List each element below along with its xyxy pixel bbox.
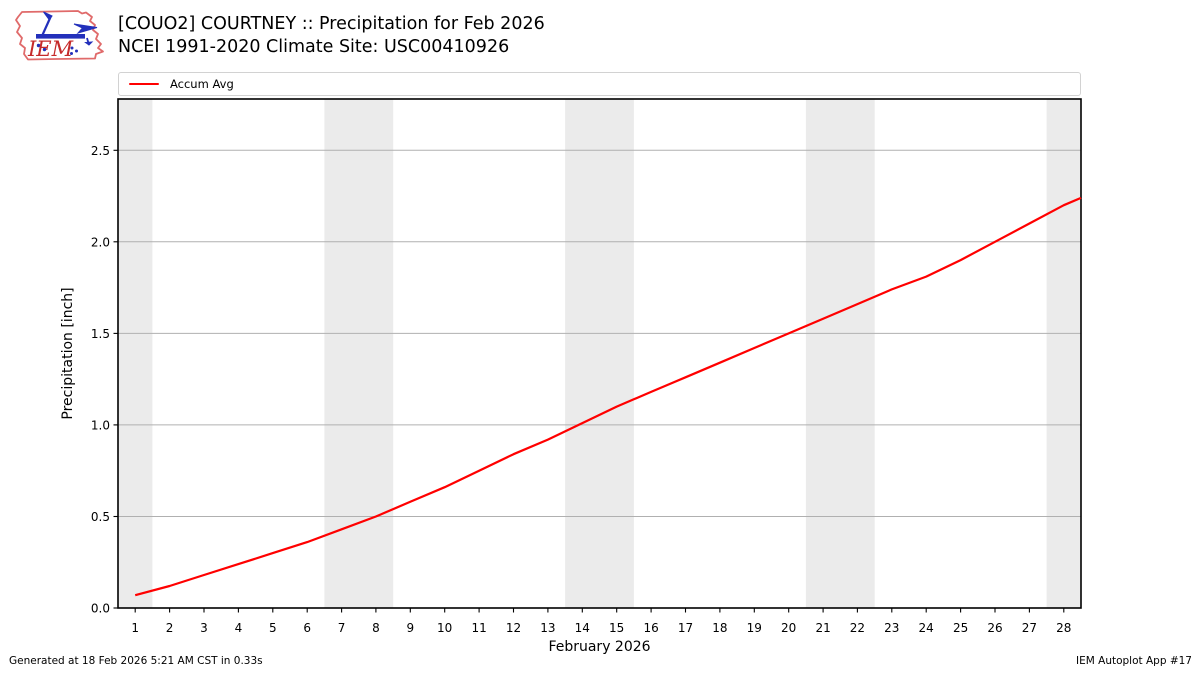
x-tick-label: 6: [303, 621, 311, 635]
x-tick-label: 26: [987, 621, 1002, 635]
y-axis-label: Precipitation [inch]: [60, 287, 76, 419]
legend: Accum Avg: [118, 72, 1081, 96]
x-tick-label: 1: [131, 621, 139, 635]
y-tick-label: 2.5: [91, 144, 110, 158]
y-tick-label: 2.0: [91, 235, 110, 249]
weekend-bands: [118, 99, 1081, 608]
x-tick-label: 21: [815, 621, 830, 635]
series-accum-avg: [134, 196, 1082, 597]
x-axis-label: February 2026: [548, 639, 650, 655]
x-tick-label: 20: [781, 621, 796, 635]
logo-text: IEM: [27, 37, 74, 61]
x-tick-label: 7: [338, 621, 346, 635]
axis-ticks: 0.00.51.01.52.02.51 2 3 4 5 6 7 8 9 10 11 12 13 14 15 1…: [91, 144, 1072, 635]
x-tick-label: 22: [850, 621, 865, 635]
x-tick-label: 10: [437, 621, 452, 635]
x-tick-label: 5: [269, 621, 277, 635]
page-title-line1: [COUO2] COURTNEY :: Precipitation for Fe…: [118, 14, 545, 34]
x-tick-label: 15: [609, 621, 624, 635]
y-tick-label: 0.0: [91, 602, 110, 616]
x-tick-label: 23: [884, 621, 899, 635]
x-tick-label: 11: [471, 621, 486, 635]
x-tick-label: 14: [575, 621, 590, 635]
y-tick-label: 1.5: [91, 327, 110, 341]
x-tick-label: 2: [166, 621, 174, 635]
x-tick-label: 3: [200, 621, 208, 635]
iem-logo: IEM: [15, 10, 104, 61]
x-tick-label: 28: [1056, 621, 1071, 635]
y-tick-label: 1.0: [91, 418, 110, 432]
x-tick-label: 24: [919, 621, 934, 635]
anemometer-icon: [36, 11, 98, 55]
y-tick-label: 0.5: [91, 510, 110, 524]
x-tick-label: 13: [540, 621, 555, 635]
x-tick-label: 19: [747, 621, 762, 635]
x-tick-label: 25: [953, 621, 968, 635]
x-tick-label: 16: [643, 621, 658, 635]
x-tick-label: 9: [406, 621, 414, 635]
x-tick-label: 27: [1022, 621, 1037, 635]
page-title: [COUO2] COURTNEY :: Precipitation for Fe…: [118, 13, 545, 59]
legend-label: Accum Avg: [170, 77, 234, 91]
x-tick-label: 12: [506, 621, 521, 635]
x-tick-label: 18: [712, 621, 727, 635]
x-tick-label: 4: [235, 621, 243, 635]
footer-app-label: IEM Autoplot App #17: [1076, 655, 1192, 667]
x-tick-label: 17: [678, 621, 693, 635]
page-title-line2: NCEI 1991-2020 Climate Site: USC00410926: [118, 37, 510, 57]
legend-line-swatch: [129, 82, 159, 86]
footer-generated-at: Generated at 18 Feb 2026 5:21 AM CST in …: [9, 655, 263, 667]
x-tick-label: 8: [372, 621, 380, 635]
